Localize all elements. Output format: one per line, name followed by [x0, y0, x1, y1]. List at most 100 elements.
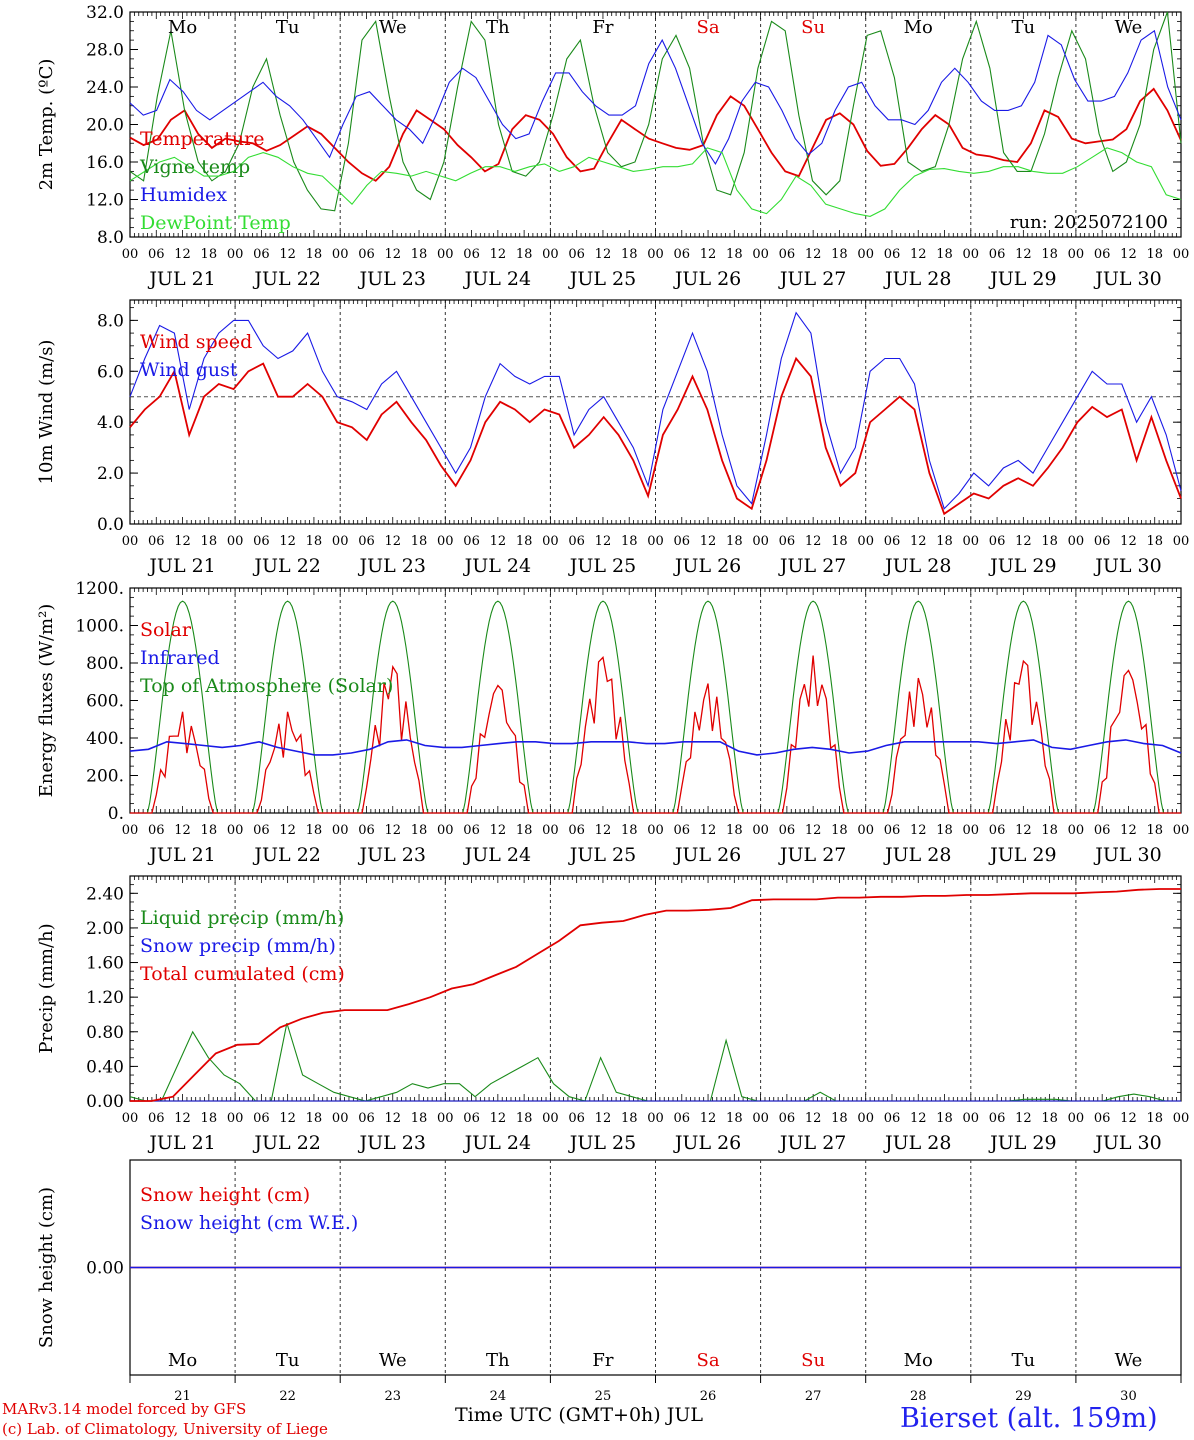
snow-day-number: 28	[910, 1389, 927, 1404]
snow-day-number: 24	[490, 1389, 507, 1404]
temperature-date-label: JUL 24	[463, 268, 531, 290]
precip-ytick-label: 0.80	[86, 1023, 124, 1043]
temp-weekday-label: We	[1115, 17, 1143, 38]
energy-ytick-label: 600.	[86, 692, 124, 712]
wind-hour-label: 18	[726, 534, 743, 549]
precip-hour-label: 00	[122, 1111, 139, 1126]
precip-ytick-label: 2.00	[86, 919, 124, 939]
wind-legend-entry: Wind speed	[140, 331, 252, 353]
snow-legend-entry: Snow height (cm)	[140, 1184, 310, 1206]
model-credit: MARv3.14 model forced by GFS	[2, 1400, 247, 1418]
energy-hour-label: 00	[647, 823, 664, 838]
energy-hour-label: 06	[674, 823, 691, 838]
temperature-hour-label: 00	[1068, 247, 1085, 262]
precip-hour-label: 06	[358, 1111, 375, 1126]
energy-hour-label: 06	[779, 823, 796, 838]
energy-hour-label: 12	[174, 823, 191, 838]
temperature-hour-label: 00	[542, 247, 559, 262]
temperature-date-label: JUL 28	[883, 268, 951, 290]
wind-hour-label: 00	[542, 534, 559, 549]
temperature-ylabel: 2m Temp. (ºC)	[36, 59, 57, 191]
wind-series-0	[129, 356, 1182, 516]
snow-day-number: 30	[1120, 1389, 1137, 1404]
precip-hour-label: 12	[595, 1111, 612, 1126]
wind-hour-label: 00	[122, 534, 139, 549]
temperature-hour-label: 06	[779, 247, 796, 262]
temperature-hour-label: 00	[1173, 247, 1190, 262]
wind-hour-label: 18	[621, 534, 638, 549]
wind-ytick-label: 2.0	[97, 464, 124, 484]
temp-series-2	[129, 29, 1182, 165]
temperature-hour-label: 06	[358, 247, 375, 262]
precip-ytick-label: 1.60	[86, 954, 124, 974]
energy-hour-label: 00	[227, 823, 244, 838]
energy-date-label: JUL 23	[358, 844, 426, 866]
temperature-hour-label: 12	[805, 247, 822, 262]
energy-hour-label: 18	[726, 823, 743, 838]
wind-ylabel: 10m Wind (m/s)	[36, 340, 57, 485]
temperature-legend-entry: Vigne temp	[139, 156, 250, 178]
temperature-date-label: JUL 30	[1093, 268, 1161, 290]
wind-hour-label: 18	[1041, 534, 1058, 549]
snow-ytick-label: 0.00	[86, 1259, 124, 1279]
temperature-hour-label: 12	[910, 247, 927, 262]
temperature-legend-entry: Humidex	[140, 184, 227, 206]
energy-hour-label: 18	[201, 823, 218, 838]
temp-weekday-label: Mo	[904, 17, 933, 38]
temperature-date-label: JUL 27	[778, 268, 846, 290]
temperature-hour-label: 00	[752, 247, 769, 262]
precip-hour-label: 06	[884, 1111, 901, 1126]
energy-ytick-label: 1000.	[75, 617, 124, 637]
temperature-ytick-label: 8.0	[97, 228, 124, 248]
precip-ytick-label: 0.00	[86, 1092, 124, 1112]
wind-hour-label: 00	[332, 534, 349, 549]
temp-weekday-label: Fr	[592, 17, 613, 38]
wind-hour-label: 12	[1120, 534, 1137, 549]
energy-date-label: JUL 25	[568, 844, 636, 866]
temperature-hour-label: 06	[1094, 247, 1111, 262]
energy-hour-label: 00	[122, 823, 139, 838]
precip-date-label: JUL 30	[1093, 1132, 1161, 1154]
wind-hour-label: 06	[253, 534, 270, 549]
precip-hour-label: 12	[279, 1111, 296, 1126]
energy-hour-label: 18	[831, 823, 848, 838]
wind-hour-label: 06	[463, 534, 480, 549]
temperature-date-label: JUL 25	[568, 268, 636, 290]
precip-hour-label: 18	[621, 1111, 638, 1126]
precip-date-label: JUL 23	[358, 1132, 426, 1154]
wind-hour-label: 12	[595, 534, 612, 549]
temperature-hour-label: 12	[1120, 247, 1137, 262]
wind-date-label: JUL 28	[883, 555, 951, 577]
energy-hour-label: 12	[1120, 823, 1137, 838]
energy-hour-label: 00	[542, 823, 559, 838]
energy-hour-label: 00	[1068, 823, 1085, 838]
snow-weekday-label: We	[1115, 1350, 1143, 1371]
temperature-hour-label: 00	[122, 247, 139, 262]
precip-date-label: JUL 24	[463, 1132, 531, 1154]
energy-ytick-label: 0.	[108, 804, 124, 824]
temperature-hour-label: 00	[227, 247, 244, 262]
temperature-hour-label: 00	[437, 247, 454, 262]
energy-date-label: JUL 30	[1093, 844, 1161, 866]
precip-date-label: JUL 29	[988, 1132, 1056, 1154]
snow-weekday-label: Su	[801, 1350, 825, 1371]
wind-date-label: JUL 23	[358, 555, 426, 577]
precip-series-2	[130, 888, 1181, 1102]
temperature-hour-label: 06	[463, 247, 480, 262]
wind-hour-label: 12	[279, 534, 296, 549]
precip-hour-label: 00	[1068, 1111, 1085, 1126]
wind-hour-label: 18	[831, 534, 848, 549]
energy-hour-label: 06	[463, 823, 480, 838]
precip-hour-label: 18	[201, 1111, 218, 1126]
wind-hour-label: 06	[358, 534, 375, 549]
precip-legend-entry: Total cumulated (cm)	[140, 963, 345, 985]
snow-day-number: 27	[805, 1389, 822, 1404]
temperature-hour-label: 00	[857, 247, 874, 262]
precip-hour-label: 12	[910, 1111, 927, 1126]
wind-hour-label: 18	[306, 534, 323, 549]
precip-hour-label: 00	[332, 1111, 349, 1126]
temperature-hour-label: 18	[306, 247, 323, 262]
wind-ytick-label: 4.0	[97, 413, 124, 433]
wind-date-label: JUL 27	[778, 555, 846, 577]
